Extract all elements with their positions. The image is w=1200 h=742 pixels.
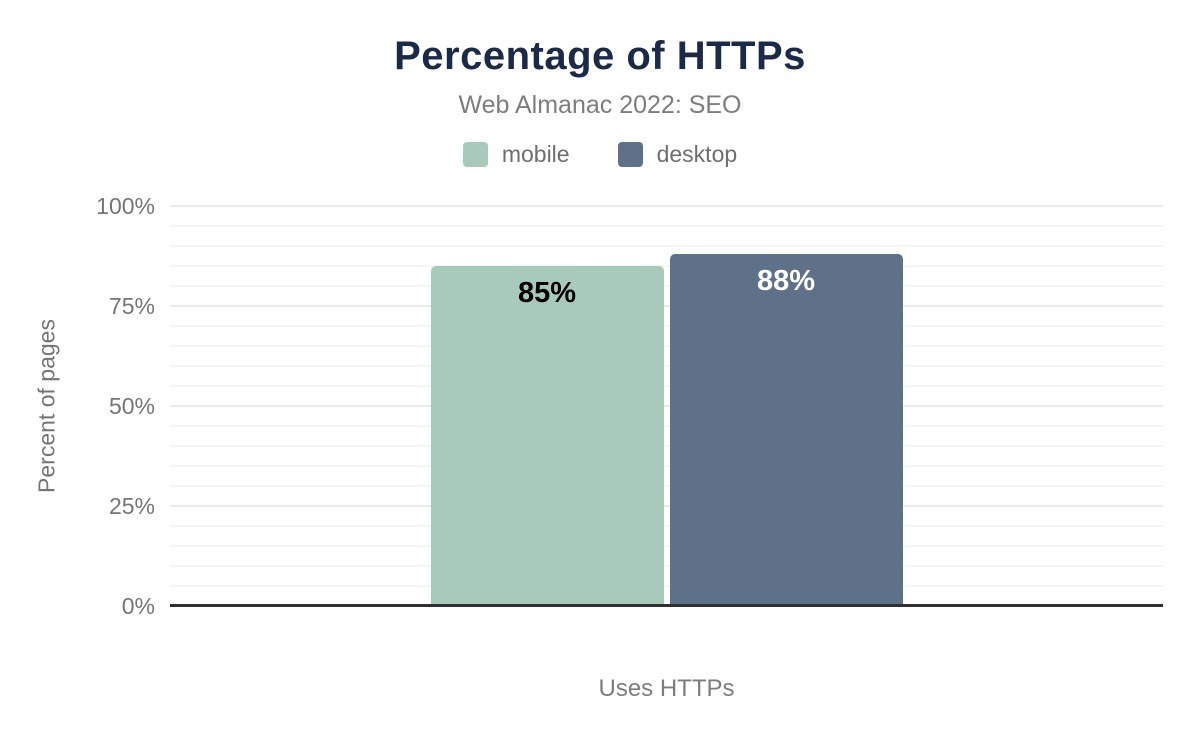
minor-gridline: [170, 285, 1163, 287]
legend-item-desktop: desktop: [617, 141, 738, 168]
plot-area: 85% 88%: [170, 205, 1163, 607]
y-axis-tick-label: 0%: [121, 593, 155, 619]
minor-gridline: [170, 345, 1163, 347]
bar-desktop: 88%: [669, 254, 903, 606]
minor-gridline: [170, 545, 1163, 547]
minor-gridline: [170, 425, 1163, 427]
y-axis-tick-label: 100%: [96, 193, 155, 219]
minor-gridline: [170, 385, 1163, 387]
major-gridline: [170, 305, 1163, 307]
major-gridline: [170, 205, 1163, 207]
minor-gridline: [170, 265, 1163, 267]
legend-label-mobile: mobile: [501, 141, 570, 167]
minor-gridline: [170, 565, 1163, 567]
chart-title: Percentage of HTTPs: [394, 34, 806, 78]
bar-mobile: 85%: [430, 266, 664, 606]
minor-gridline: [170, 525, 1163, 527]
legend-label-desktop: desktop: [656, 141, 738, 167]
legend-swatch-mobile: [462, 142, 488, 167]
minor-gridline: [170, 225, 1163, 227]
legend-swatch-desktop: [617, 142, 643, 167]
legend-item-mobile: mobile: [462, 141, 570, 168]
major-gridline: [170, 405, 1163, 407]
chart-subtitle: Web Almanac 2022: SEO: [458, 91, 742, 119]
y-axis-tick-label: 25%: [108, 493, 155, 519]
y-axis-tick-label: 75%: [108, 293, 155, 319]
minor-gridline: [170, 485, 1163, 487]
x-axis-line: [170, 604, 1163, 607]
bar-value-label-mobile: 85%: [517, 277, 577, 309]
bars-group: 85% 88%: [170, 206, 1163, 606]
minor-gridline: [170, 245, 1163, 247]
bar-value-label-desktop: 88%: [756, 265, 816, 297]
minor-gridline: [170, 465, 1163, 467]
minor-gridline: [170, 445, 1163, 447]
minor-gridline: [170, 585, 1163, 587]
major-gridline: [170, 505, 1163, 507]
minor-gridline: [170, 325, 1163, 327]
x-axis-title: Uses HTTPs: [598, 675, 735, 702]
legend: mobile desktop: [0, 141, 1200, 168]
y-axis-tick-label: 50%: [108, 393, 155, 419]
minor-gridline: [170, 365, 1163, 367]
